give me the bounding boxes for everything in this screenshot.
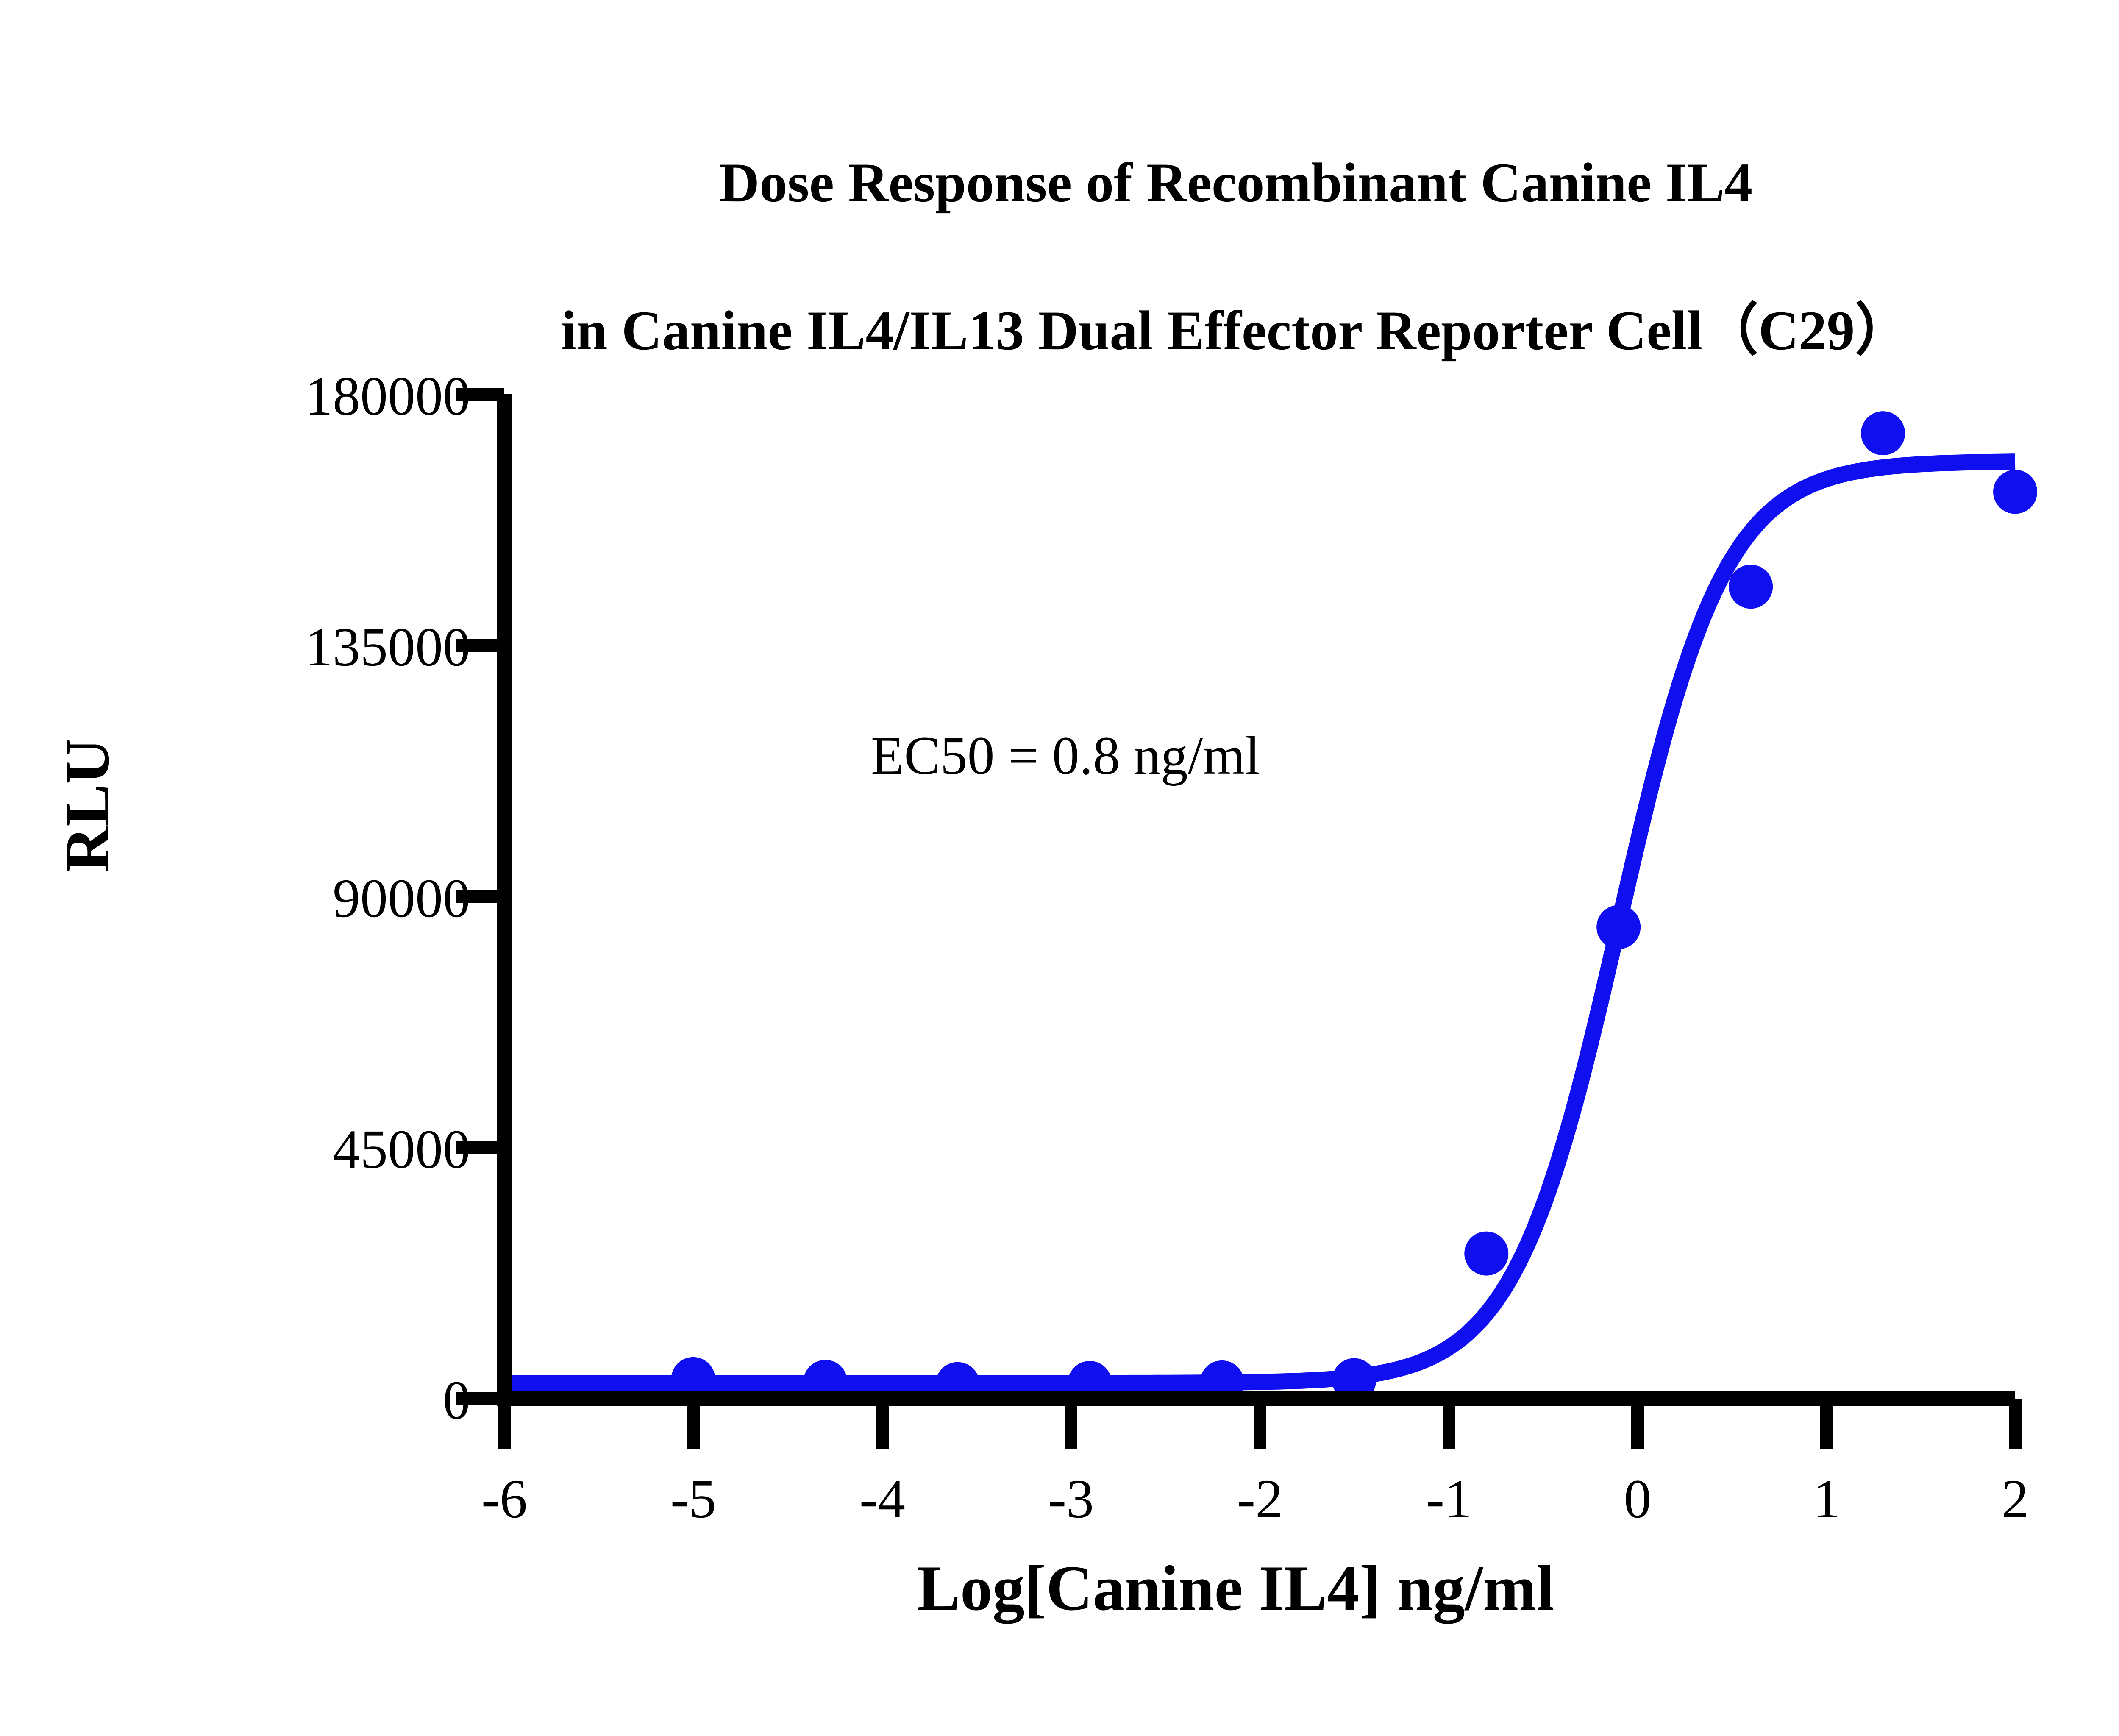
x-tick-label: -2 (1237, 1469, 1283, 1530)
data-point (1332, 1358, 1377, 1402)
x-tick-labels: -6 -5 -4 -3 -2 -1 0 1 2 (481, 1469, 2029, 1530)
chart-title-line-1: Dose Response of Recombinant Canine IL4 (719, 151, 1753, 214)
x-tick-label: -3 (1048, 1469, 1094, 1530)
data-point (1729, 565, 1773, 609)
y-tick-label: 45000 (333, 1119, 470, 1180)
y-tick-labels: 0 45000 90000 135000 180000 (305, 366, 470, 1431)
y-tick-label: 135000 (305, 617, 470, 678)
x-axis-title: Log[Canine IL4] ng/ml (917, 1552, 1554, 1624)
x-tick-label: -6 (481, 1469, 527, 1530)
x-tick-label: -5 (670, 1469, 716, 1530)
data-point (671, 1357, 715, 1401)
y-tick-label: 90000 (333, 868, 470, 929)
y-tick-label: 180000 (305, 366, 470, 427)
data-series-layer (500, 411, 2037, 1406)
x-tick-label: -4 (859, 1469, 905, 1530)
data-point (1464, 1231, 1509, 1276)
data-point (1993, 470, 2037, 514)
x-tick-label: 2 (2002, 1469, 2029, 1530)
x-tick-label: 1 (1813, 1469, 1841, 1530)
data-point (1861, 411, 1905, 456)
chart-title: Dose Response of Recombinant Canine IL4 … (0, 72, 2119, 441)
fitted-curve (500, 453, 2020, 1391)
data-point-markers (671, 411, 2037, 1406)
data-point (1596, 905, 1641, 949)
x-tick-label: 0 (1624, 1469, 1652, 1530)
chart-title-line-2: in Canine IL4/IL13 Dual Effector Reporte… (561, 299, 1911, 362)
axis-spines (456, 388, 2022, 1449)
ec50-annotation: EC50 = 0.8 ng/ml (871, 726, 1260, 786)
x-tick-label: -1 (1426, 1469, 1472, 1530)
